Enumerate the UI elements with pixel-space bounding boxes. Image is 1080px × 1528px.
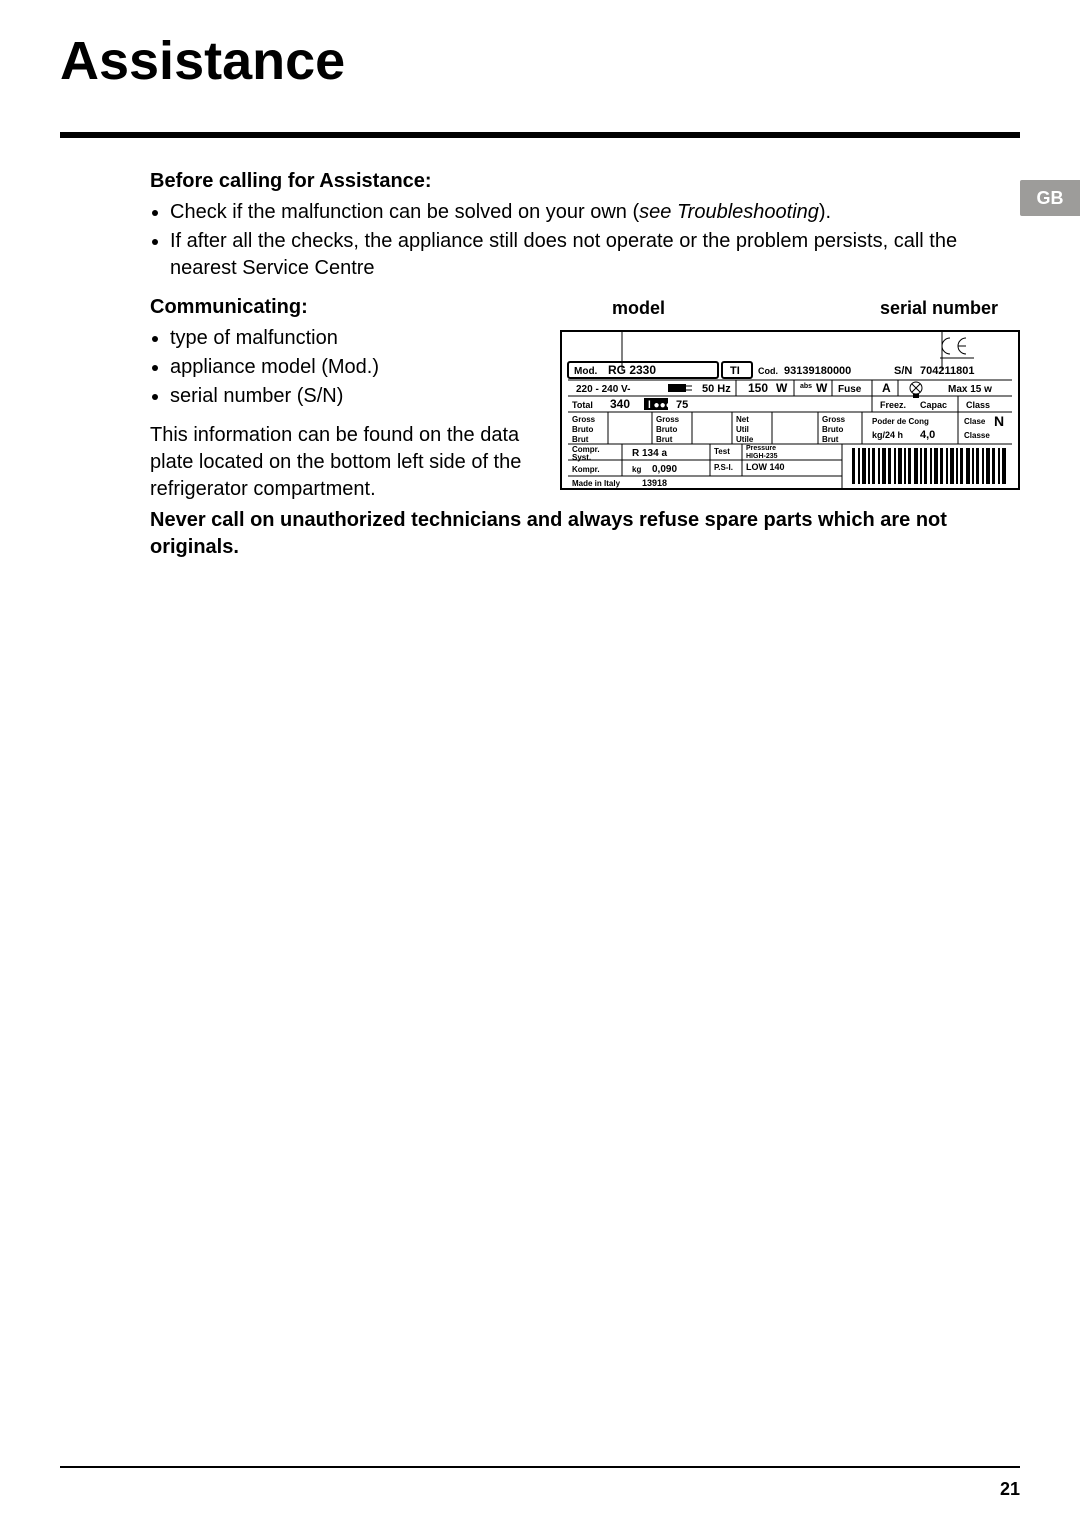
svg-text:Fuse: Fuse bbox=[838, 384, 862, 395]
svg-text:A: A bbox=[882, 381, 891, 395]
svg-text:150: 150 bbox=[748, 381, 768, 395]
communicating-note: This information can be found on the dat… bbox=[150, 422, 540, 503]
svg-text:0,090: 0,090 bbox=[652, 464, 677, 475]
svg-text:Max 15 w: Max 15 w bbox=[948, 384, 992, 395]
svg-text:l ●●●: l ●●● bbox=[648, 400, 672, 411]
communicating-item-2: appliance model (Mod.) bbox=[170, 354, 540, 381]
svg-text:kg: kg bbox=[632, 465, 641, 474]
svg-text:Made in Italy: Made in Italy bbox=[572, 479, 621, 488]
svg-text:Utile: Utile bbox=[736, 435, 754, 444]
svg-text:Brut: Brut bbox=[572, 435, 589, 444]
svg-text:Brut: Brut bbox=[656, 435, 673, 444]
svg-text:Util: Util bbox=[736, 425, 749, 434]
svg-text:Bruto: Bruto bbox=[656, 425, 677, 434]
data-plate-block: model serial number Mod. RG 2330 TI bbox=[560, 296, 1020, 490]
svg-text:Gross: Gross bbox=[822, 415, 846, 424]
body-text: Before calling for Assistance: Check if … bbox=[60, 168, 1020, 561]
svg-text:4,0: 4,0 bbox=[920, 429, 935, 441]
svg-text:340: 340 bbox=[610, 397, 630, 411]
svg-text:P.S-I.: P.S-I. bbox=[714, 463, 733, 472]
svg-text:Kompr.: Kompr. bbox=[572, 465, 600, 474]
label-model: model bbox=[612, 296, 665, 320]
page-title: Assistance bbox=[60, 30, 1020, 92]
svg-text:50 Hz: 50 Hz bbox=[702, 383, 731, 395]
communicating-list: type of malfunction appliance model (Mod… bbox=[150, 325, 540, 410]
divider bbox=[60, 132, 1020, 138]
svg-text:W: W bbox=[776, 381, 788, 395]
before-heading: Before calling for Assistance: bbox=[150, 168, 1020, 195]
svg-text:Cod.: Cod. bbox=[758, 366, 778, 376]
svg-text:Net: Net bbox=[736, 415, 749, 424]
svg-text:Gross: Gross bbox=[572, 415, 596, 424]
svg-text:TI: TI bbox=[730, 365, 740, 377]
svg-text:Classe: Classe bbox=[964, 431, 990, 440]
svg-text:abs: abs bbox=[800, 383, 812, 390]
svg-text:W: W bbox=[816, 381, 828, 395]
before-item-2: If after all the checks, the appliance s… bbox=[170, 228, 1020, 282]
svg-text:RG 2330: RG 2330 bbox=[608, 363, 656, 377]
svg-text:N: N bbox=[994, 413, 1004, 429]
svg-text:S/N: S/N bbox=[894, 365, 912, 377]
warning-text: Never call on unauthorized technicians a… bbox=[150, 507, 1020, 561]
svg-text:Bruto: Bruto bbox=[822, 425, 843, 434]
svg-text:HIGH-235: HIGH-235 bbox=[746, 453, 778, 460]
svg-text:Clase: Clase bbox=[964, 417, 986, 426]
svg-text:13918: 13918 bbox=[642, 478, 667, 488]
svg-text:LOW 140: LOW 140 bbox=[746, 462, 785, 472]
svg-text:75: 75 bbox=[676, 399, 688, 411]
svg-text:Pressure: Pressure bbox=[746, 445, 776, 452]
svg-text:Total: Total bbox=[572, 400, 593, 410]
svg-text:R 134 a: R 134 a bbox=[632, 448, 667, 459]
before-item-1: Check if the malfunction can be solved o… bbox=[170, 199, 1020, 226]
svg-text:Syst.: Syst. bbox=[572, 453, 591, 462]
communicating-heading: Communicating: bbox=[150, 294, 540, 321]
label-serial: serial number bbox=[880, 296, 998, 320]
before-list: Check if the malfunction can be solved o… bbox=[150, 199, 1020, 282]
page-number: 21 bbox=[1000, 1479, 1020, 1500]
svg-text:Poder de Cong: Poder de Cong bbox=[872, 417, 929, 426]
communicating-item-1: type of malfunction bbox=[170, 325, 540, 352]
svg-text:704211801: 704211801 bbox=[920, 365, 974, 377]
svg-text:93139180000: 93139180000 bbox=[784, 365, 851, 377]
barcode-icon bbox=[852, 448, 1006, 484]
data-plate: Mod. RG 2330 TI Cod. 93139180000 S/N 704… bbox=[560, 330, 1020, 490]
svg-text:Mod.: Mod. bbox=[574, 366, 598, 377]
svg-text:Test: Test bbox=[714, 447, 730, 456]
svg-text:220 - 240 V-: 220 - 240 V- bbox=[576, 384, 630, 395]
svg-text:kg/24 h: kg/24 h bbox=[872, 430, 903, 440]
svg-text:Freez.: Freez. bbox=[880, 400, 906, 410]
communicating-item-3: serial number (S/N) bbox=[170, 383, 540, 410]
footer-divider bbox=[60, 1466, 1020, 1468]
svg-text:Brut: Brut bbox=[822, 435, 839, 444]
svg-text:Capac: Capac bbox=[920, 400, 947, 410]
language-tab: GB bbox=[1020, 180, 1080, 216]
svg-text:Class: Class bbox=[966, 400, 990, 410]
svg-text:Bruto: Bruto bbox=[572, 425, 593, 434]
svg-text:Gross: Gross bbox=[656, 415, 680, 424]
